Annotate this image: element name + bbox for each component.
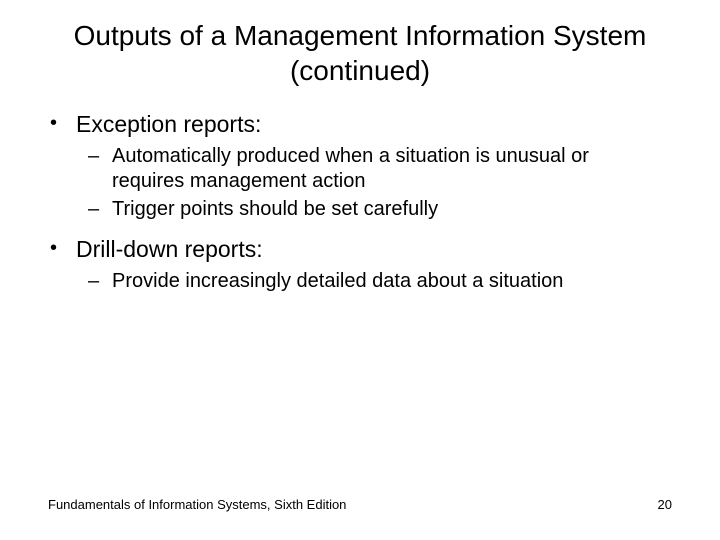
bullet-text: Exception reports: [76,110,261,140]
sub-bullet-auto-produced: – Automatically produced when a situatio… [48,144,680,195]
slide-content: • Exception reports: – Automatically pro… [0,88,720,294]
slide-footer: Fundamentals of Information Systems, Six… [0,497,720,512]
slide-title: Outputs of a Management Information Syst… [0,0,720,88]
bullet-text: Drill-down reports: [76,235,263,265]
dash-icon: – [88,269,112,295]
bullet-drilldown-reports: • Drill-down reports: [48,235,680,265]
dash-icon: – [88,144,112,170]
dash-icon: – [88,197,112,223]
sub-bullet-text: Automatically produced when a situation … [112,144,680,195]
footer-source: Fundamentals of Information Systems, Six… [48,497,346,512]
page-number: 20 [658,497,672,512]
bullet-dot-icon: • [48,235,76,261]
sub-bullet-text: Trigger points should be set carefully [112,197,458,223]
bullet-dot-icon: • [48,110,76,136]
sub-bullet-detailed-data: – Provide increasingly detailed data abo… [48,269,680,295]
sub-bullet-trigger-points: – Trigger points should be set carefully [48,197,680,223]
sub-bullet-text: Provide increasingly detailed data about… [112,269,583,295]
bullet-exception-reports: • Exception reports: [48,110,680,140]
